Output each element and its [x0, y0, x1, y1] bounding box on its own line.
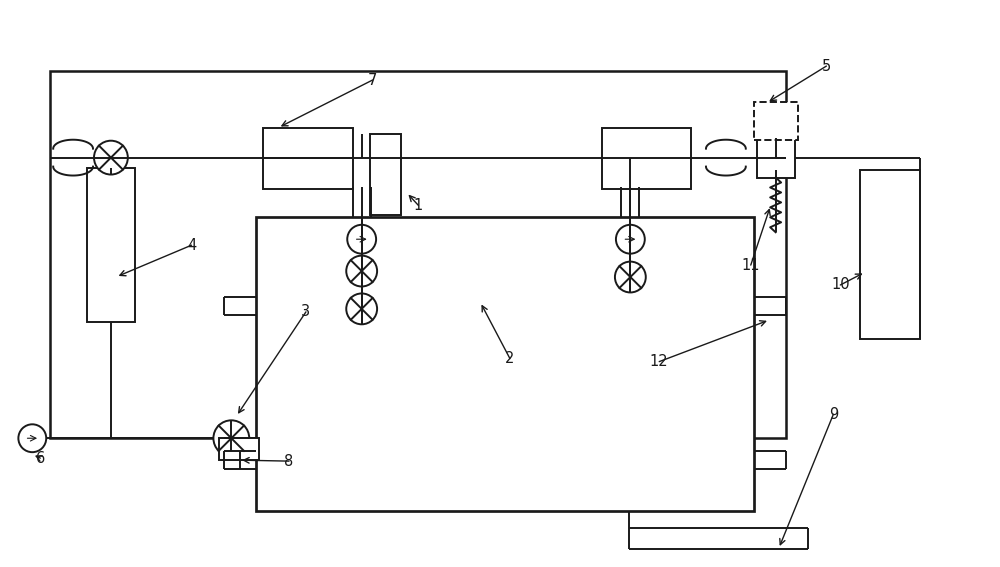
Circle shape	[18, 424, 46, 452]
Text: 8: 8	[284, 454, 294, 469]
Text: 3: 3	[301, 304, 311, 319]
Circle shape	[346, 294, 377, 324]
Circle shape	[616, 225, 645, 253]
Bar	[256, 217, 754, 511]
Circle shape	[94, 141, 128, 175]
Text: 12: 12	[650, 354, 669, 369]
Bar	[754, 102, 798, 139]
Text: 11: 11	[742, 257, 760, 273]
Bar	[757, 138, 795, 177]
Bar	[602, 128, 691, 189]
Circle shape	[346, 256, 377, 286]
Bar	[370, 134, 401, 215]
Text: 5: 5	[822, 58, 831, 74]
Bar	[87, 168, 135, 322]
Text: 4: 4	[187, 238, 196, 253]
Bar	[50, 71, 786, 438]
Bar	[860, 170, 920, 338]
Text: 2: 2	[505, 351, 515, 366]
Circle shape	[213, 420, 249, 456]
Text: 1: 1	[414, 198, 423, 213]
Text: 9: 9	[829, 407, 838, 422]
Text: 10: 10	[831, 277, 850, 293]
Text: 7: 7	[368, 73, 377, 87]
Text: 6: 6	[36, 451, 45, 466]
Circle shape	[347, 225, 376, 253]
Circle shape	[615, 261, 646, 293]
Bar	[263, 128, 353, 189]
Bar	[219, 438, 259, 460]
